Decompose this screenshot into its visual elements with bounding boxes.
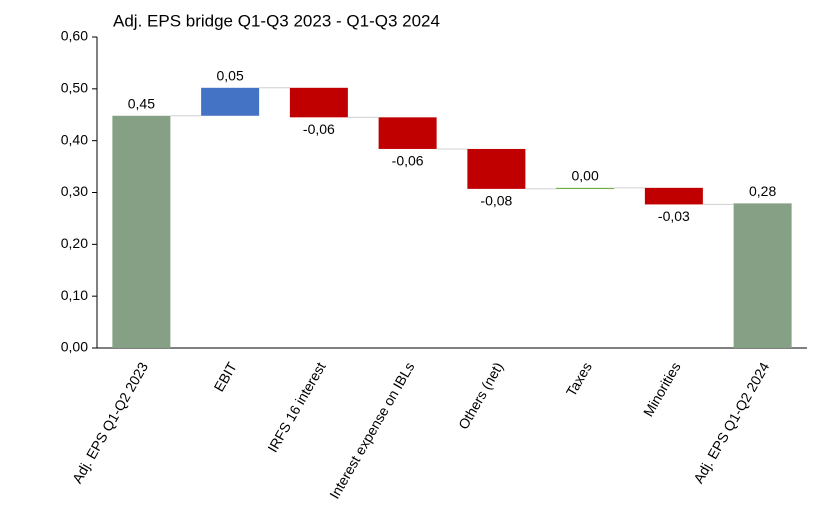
- x-tick-label: Interest expense on IBLs: [326, 359, 417, 501]
- value-label: 0,05: [217, 67, 244, 83]
- bar: [289, 87, 348, 118]
- y-tick-label: 0,50: [61, 80, 88, 96]
- value-label: 0,28: [749, 183, 776, 199]
- y-tick-label: 0,10: [61, 287, 88, 303]
- bar: [556, 187, 615, 190]
- value-label: 0,45: [128, 95, 155, 111]
- x-tick-label: Others (net): [455, 359, 506, 432]
- value-label: -0,08: [480, 193, 512, 209]
- x-tick-label: Minorities: [640, 359, 684, 419]
- y-tick-label: 0,20: [61, 235, 88, 251]
- bar: [644, 187, 703, 205]
- value-label: 0,00: [572, 168, 599, 184]
- y-tick-label: 0,40: [61, 131, 88, 147]
- y-tick-label: 0,30: [61, 183, 88, 199]
- bar: [201, 87, 260, 116]
- bar: [467, 148, 526, 189]
- x-tick-label: Adj. EPS Q1-Q2 2024: [690, 359, 772, 486]
- value-label: -0,06: [392, 153, 424, 169]
- value-label: -0,03: [658, 208, 690, 224]
- bar: [733, 203, 792, 348]
- bar: [378, 117, 437, 149]
- chart-title: Adj. EPS bridge Q1-Q3 2023 - Q1-Q3 2024: [113, 11, 440, 30]
- x-tick-label: EBIT: [211, 359, 241, 394]
- x-tick-label: Taxes: [563, 359, 595, 399]
- x-tick-label: IRFS 16 interest: [264, 359, 328, 455]
- y-tick-label: 0,60: [61, 28, 88, 44]
- value-label: -0,06: [303, 121, 335, 137]
- x-tick-label: Adj. EPS Q1-Q2 2023: [69, 359, 151, 486]
- y-tick-label: 0,00: [61, 339, 88, 355]
- bar: [112, 115, 171, 348]
